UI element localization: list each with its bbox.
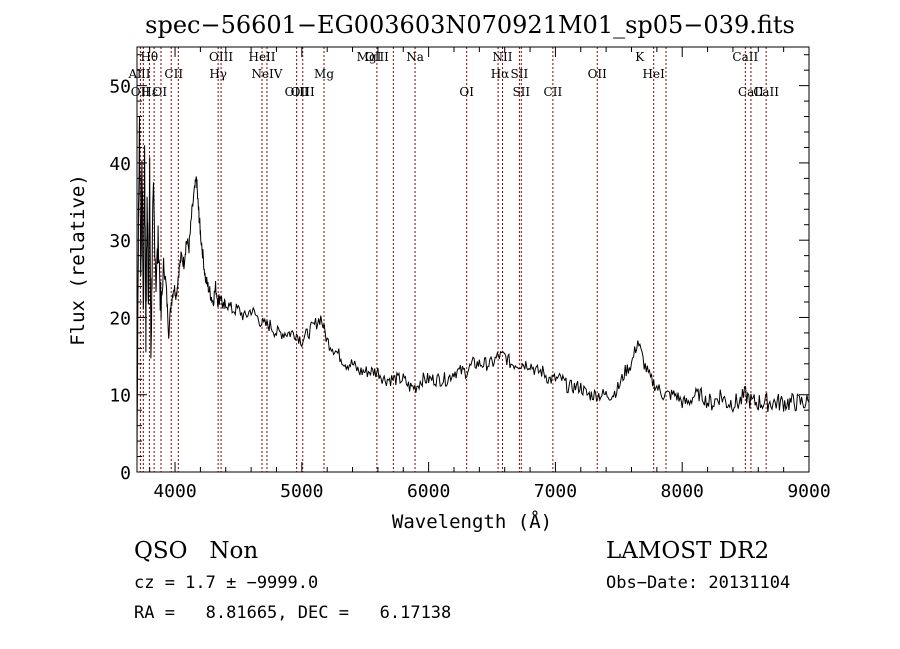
coords-text: RA = 8.81665, DEC = 6.17138 <box>134 603 452 623</box>
marker-label: OI <box>153 85 168 99</box>
y-tick-label: 40 <box>109 154 131 175</box>
marker-label: OIII <box>291 85 315 99</box>
marker-label: NeIV <box>251 67 282 81</box>
y-tick-label: 30 <box>109 231 131 252</box>
y-tick-label: 0 <box>120 463 131 484</box>
y-tick-label: 50 <box>109 77 131 98</box>
marker-lines <box>139 47 767 472</box>
marker-label: CaII <box>732 50 758 64</box>
marker-label: OIII <box>365 50 389 64</box>
marker-label: SII <box>511 67 529 81</box>
y-tick-label: 10 <box>109 386 131 407</box>
marker-label: Na <box>406 50 424 64</box>
marker-label: K <box>635 50 645 64</box>
marker-label: Hα <box>491 67 510 81</box>
x-tick-label: 6000 <box>407 481 450 502</box>
spectrum-line <box>136 116 810 458</box>
marker-label: SII <box>512 85 530 99</box>
marker-label: CII <box>544 85 563 99</box>
marker-label: OIII <box>209 50 233 64</box>
x-tick-label: 9000 <box>787 481 830 502</box>
marker-label: Hθ <box>140 50 158 64</box>
marker-label: CaII <box>738 85 764 99</box>
marker-label: OII <box>131 85 151 99</box>
y-axis: 0 10 20 30 40 50 <box>109 54 809 484</box>
marker-label: OII <box>588 67 608 81</box>
y-axis-label: Flux (relative) <box>67 174 89 346</box>
object-class-value: QSO <box>134 538 188 564</box>
x-tick-label: 4000 <box>153 481 196 502</box>
chart-title: spec−56601−EG003603N070921M01_sp05−039.f… <box>145 11 795 39</box>
plot-frame <box>136 46 810 473</box>
marker-label: Hγ <box>209 67 227 81</box>
marker-label: Mg <box>314 67 334 81</box>
spectrum-chart: spec−56601−EG003603N070921M01_sp05−039.f… <box>67 11 831 533</box>
y-tick-label: 20 <box>109 308 131 329</box>
x-tick-label: 5000 <box>280 481 323 502</box>
x-tick-label: 7000 <box>534 481 577 502</box>
marker-label: OI <box>459 85 474 99</box>
x-axis: 4000 5000 6000 7000 8000 9000 <box>149 47 831 502</box>
obs-date-text: Obs−Date: 20131104 <box>606 573 791 593</box>
x-tick-label: 8000 <box>661 481 704 502</box>
marker-label: NII <box>493 50 513 64</box>
marker-label: HeI <box>643 67 666 81</box>
marker-label: CaII <box>753 85 779 99</box>
marker-label: Hε <box>141 85 158 99</box>
marker-labels: AlIIHθOIIHεOICIIOIIIHγHeIINeIVOIIIOIIIMg… <box>128 50 780 99</box>
survey-name: LAMOST DR2 <box>606 538 770 564</box>
marker-label: AlII <box>128 67 151 81</box>
object-class: QSO Non <box>134 538 258 564</box>
object-subclass: Non <box>209 538 259 564</box>
marker-label: HeII <box>248 50 275 64</box>
x-axis-label: Wavelength (Å) <box>392 510 552 533</box>
redshift-text: cz = 1.7 ± −9999.0 <box>134 573 319 593</box>
marker-label: CII <box>164 67 183 81</box>
marker-label: OIII <box>285 85 309 99</box>
marker-label: MgI <box>357 50 382 64</box>
